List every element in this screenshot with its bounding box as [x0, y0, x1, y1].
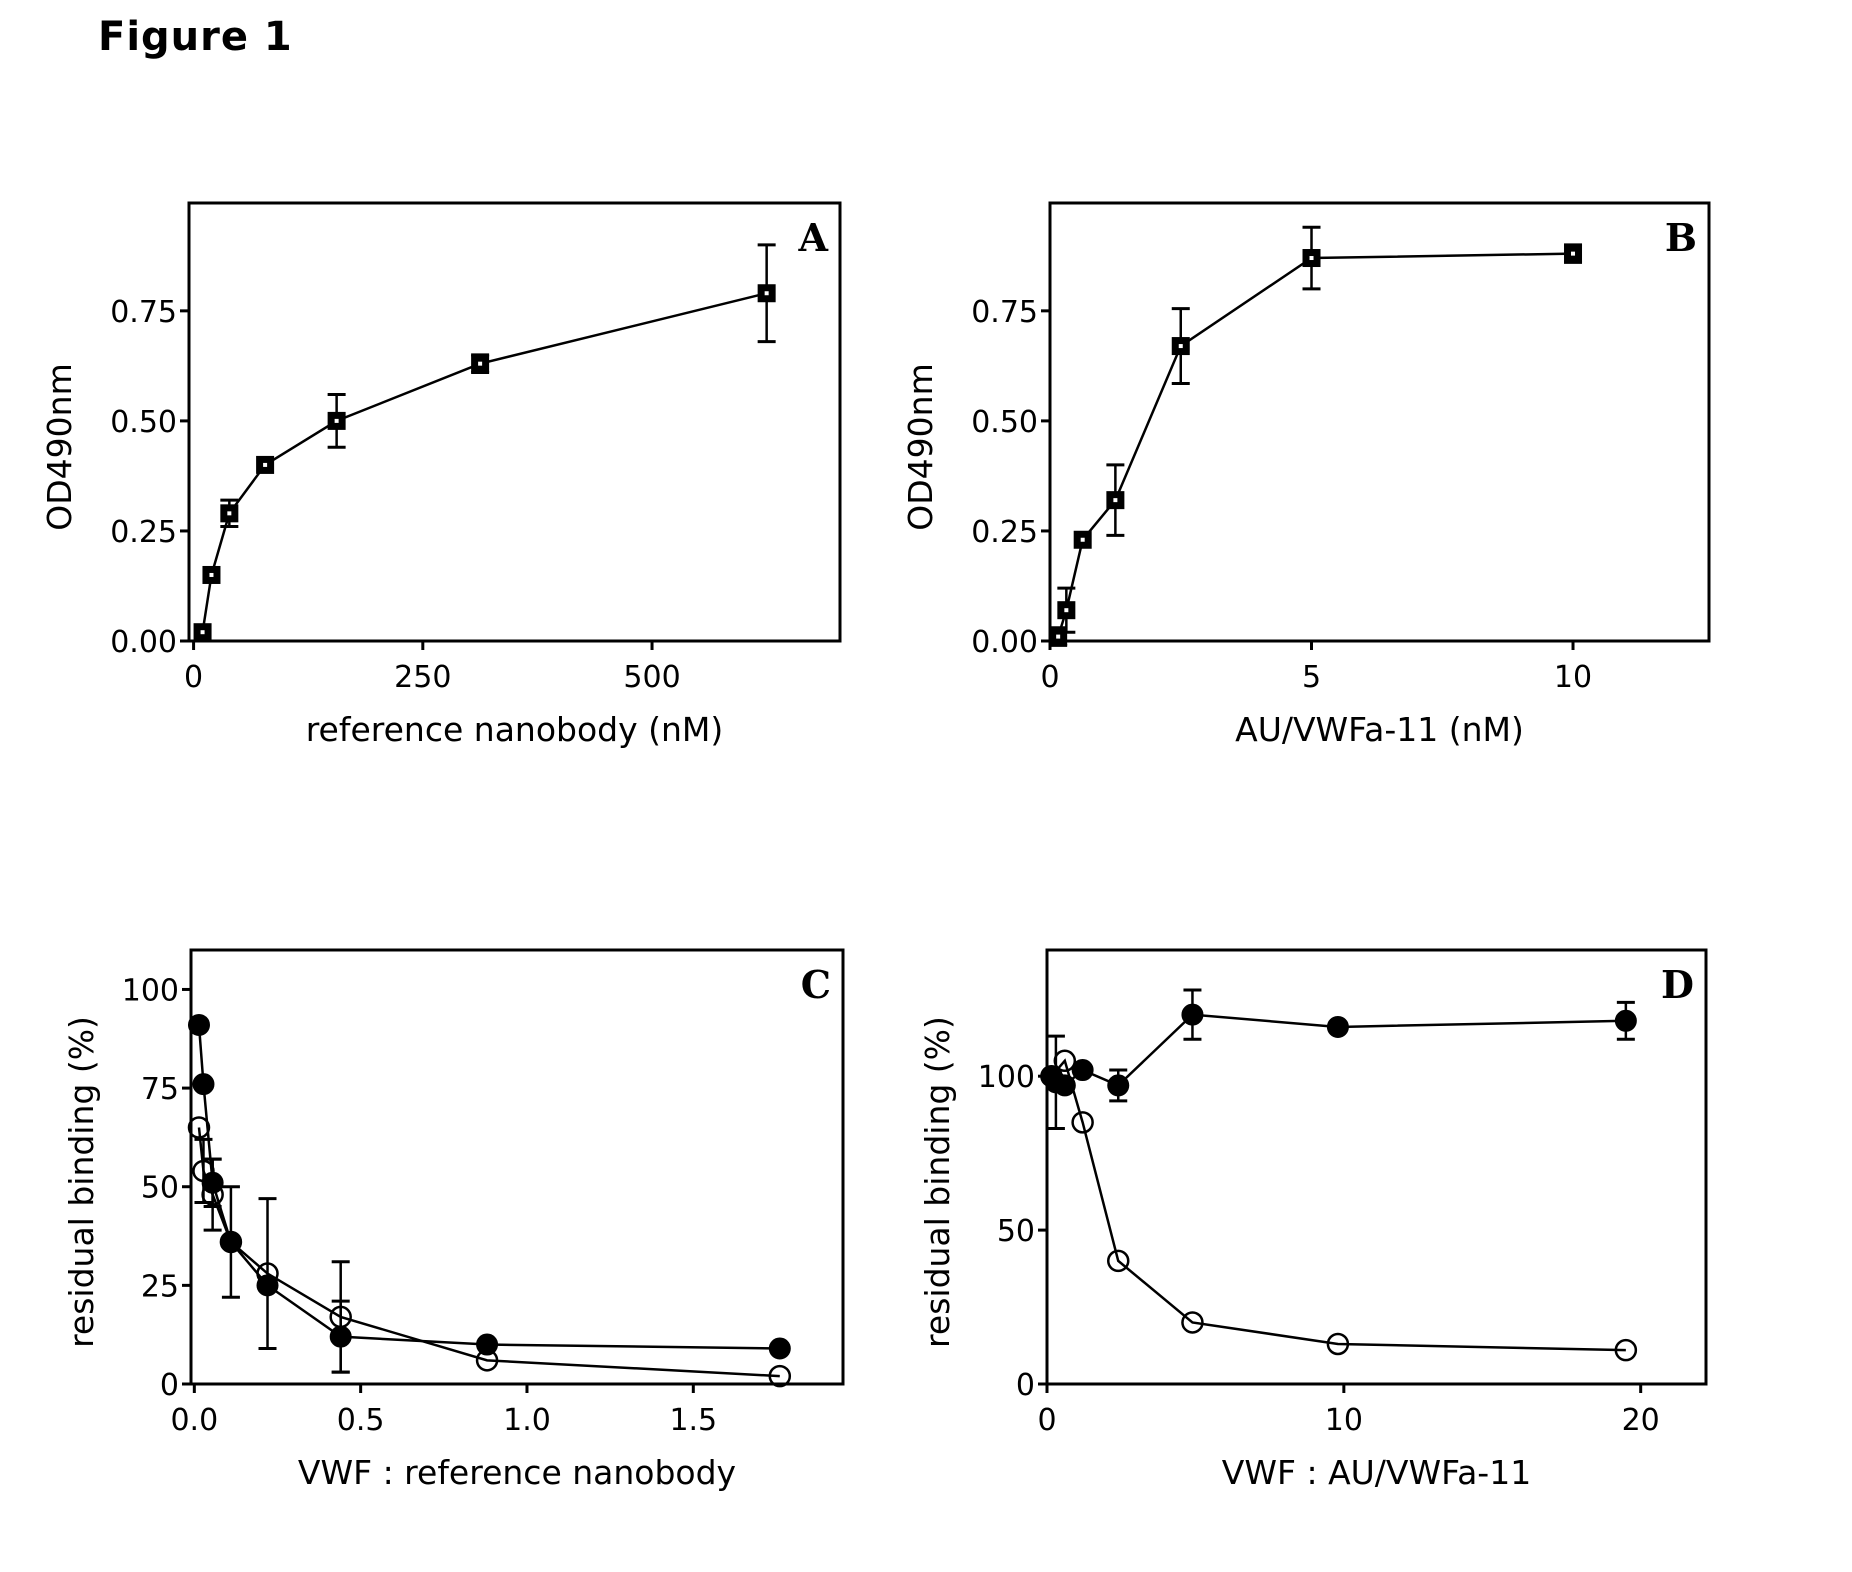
y-tick-label: 100: [978, 1060, 1035, 1095]
x-axis-label: AU/VWFa-11 (nM): [1235, 710, 1524, 749]
data-point-highlight: [1056, 634, 1061, 639]
data-point-highlight: [1309, 256, 1314, 261]
x-axis-label: VWF : AU/VWFa-11: [1222, 1453, 1531, 1492]
series-line: [201, 292, 767, 633]
data-point: [1053, 1049, 1077, 1073]
data-point: [219, 1230, 243, 1254]
x-tick-label: 0: [1037, 1403, 1056, 1438]
x-tick-label: 0.5: [337, 1403, 385, 1438]
data-point: [1071, 1059, 1094, 1082]
data-point: [1181, 1003, 1204, 1026]
data-point-highlight: [200, 630, 205, 635]
panel-letter: B: [1665, 215, 1697, 260]
series-line: [197, 1127, 780, 1378]
plot-frame: [1045, 948, 1708, 1386]
panel-d: 0 50 100 0 10 20 VWF : AU/VWFa-11 residual bind…: [918, 948, 1708, 1492]
data-point: [1040, 1064, 1063, 1088]
data-point: [476, 1333, 499, 1356]
y-tick-label: 75: [141, 1072, 179, 1107]
data-point-highlight: [209, 572, 214, 577]
y-tick-label: 0.25: [110, 515, 177, 550]
data-point: [201, 1183, 224, 1206]
x-tick-label: 250: [394, 660, 451, 695]
data-point: [1071, 1111, 1094, 1134]
data-point: [1326, 1015, 1349, 1038]
data-point-highlight: [227, 511, 232, 516]
data-point: [1106, 1249, 1130, 1273]
data-point-highlight: [1178, 344, 1183, 349]
x-tick-label: 10: [1325, 1403, 1363, 1438]
y-tick-label: 50: [997, 1214, 1035, 1249]
x-tick-label: 1.5: [669, 1403, 717, 1438]
y-tick-label: 0.00: [110, 625, 177, 660]
series-line: [1056, 252, 1574, 637]
data-point: [1107, 1074, 1130, 1097]
series-line: [1050, 1058, 1626, 1352]
y-axis-label: residual binding (%): [62, 1016, 101, 1348]
data-point-highlight: [1064, 608, 1069, 613]
y-tick-label: 0: [160, 1368, 179, 1403]
x-tick-label: 0: [1040, 660, 1059, 695]
figure-title: Figure 1: [98, 14, 293, 60]
y-axis-label: residual binding (%): [918, 1016, 957, 1348]
data-point: [1326, 1332, 1350, 1356]
x-axis-label: reference nanobody (nM): [306, 710, 724, 749]
y-tick-label: 0.75: [971, 295, 1038, 330]
y-tick-label: 0.25: [971, 515, 1038, 550]
plot-frame: [189, 948, 845, 1386]
y-tick-label: 100: [122, 973, 179, 1008]
panel-letter: D: [1661, 962, 1694, 1007]
y-axis-label: OD490nm: [901, 363, 940, 530]
data-point-highlight: [1571, 251, 1576, 256]
y-tick-label: 50: [141, 1171, 179, 1206]
y-tick-label: 0.00: [971, 625, 1038, 660]
plot-frame: [187, 201, 842, 643]
panel-letter: A: [798, 215, 829, 260]
x-tick-label: 0: [184, 660, 203, 695]
data-point: [192, 1073, 215, 1096]
panel-c: 0 25 50 75 100 0.0 0.5 1.0 1.5 VWF : reference na…: [62, 948, 845, 1492]
data-point: [256, 1262, 279, 1285]
data-point-highlight: [263, 462, 268, 467]
x-tick-label: 500: [623, 660, 680, 695]
data-point: [768, 1364, 792, 1388]
y-tick-label: 0.75: [110, 295, 177, 330]
series-line: [197, 1024, 780, 1350]
x-tick-label: 20: [1622, 1403, 1660, 1438]
data-point: [329, 1305, 352, 1329]
x-axis-label: VWF : reference nanobody: [298, 1453, 736, 1492]
y-axis-label: OD490nm: [40, 363, 79, 530]
y-tick-label: 0.50: [971, 405, 1038, 440]
x-tick-label: 1.0: [503, 1403, 551, 1438]
data-point: [187, 1116, 211, 1139]
y-tick-label: 25: [141, 1269, 179, 1304]
data-point-highlight: [1080, 537, 1085, 542]
panel-a: 0.00 0.25 0.50 0.75 0 250 500 reference nanobod…: [40, 201, 842, 749]
x-tick-label: 5: [1302, 660, 1321, 695]
data-point: [192, 1159, 215, 1183]
x-tick-label: 0.0: [170, 1403, 218, 1438]
data-point: [1181, 1311, 1204, 1334]
y-tick-label: 0: [1016, 1368, 1035, 1403]
data-point: [1614, 1338, 1638, 1362]
x-tick-label: 10: [1554, 660, 1592, 695]
data-point-highlight: [764, 291, 769, 296]
panel-b: 0.00 0.25 0.50 0.75 0 5 10 AU/VWFa-11 (nM) OD490…: [901, 201, 1711, 749]
y-tick-label: 0.50: [110, 405, 177, 440]
data-point-highlight: [478, 361, 483, 366]
data-point-highlight: [334, 418, 339, 423]
data-point: [187, 1013, 210, 1036]
data-point-highlight: [1113, 498, 1118, 503]
data-point: [768, 1337, 791, 1360]
data-point: [475, 1349, 499, 1372]
panel-letter: C: [801, 962, 831, 1007]
data-point: [1614, 1009, 1637, 1032]
